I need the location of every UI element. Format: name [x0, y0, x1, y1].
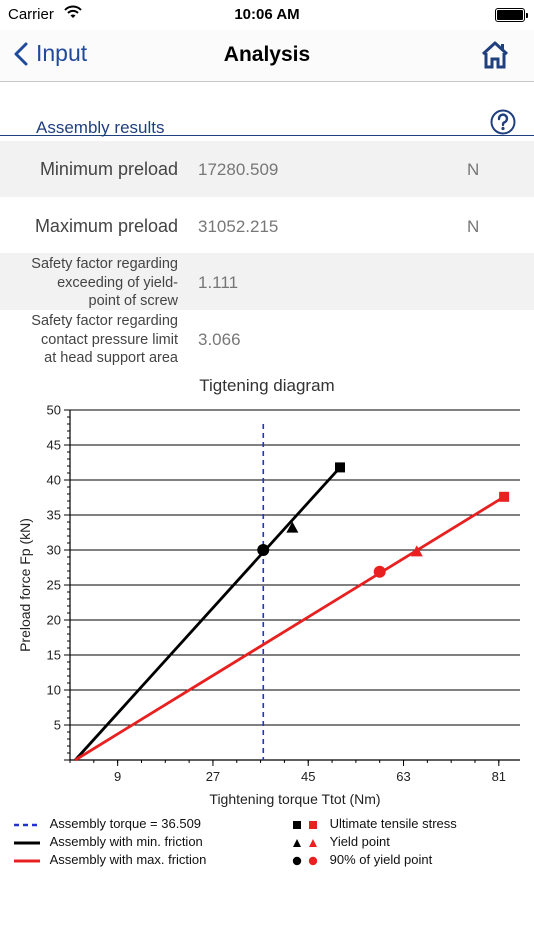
home-button[interactable]	[480, 41, 510, 74]
ultimate-tensile-marker	[499, 491, 510, 502]
back-button-label: Input	[36, 40, 88, 66]
x-tick-label: 63	[396, 769, 410, 784]
triangle-marker-swatch	[293, 838, 317, 847]
result-row-yield-safety: Safety factor regarding exceeding of yie…	[0, 253, 534, 310]
status-bar: Carrier 10:06 AM	[0, 0, 534, 30]
result-label-line: Safety factor regarding	[31, 313, 178, 329]
result-value: 3.066	[198, 330, 241, 349]
yield-90-marker	[257, 544, 270, 556]
legend-item-min-friction: Assembly with min. friction	[12, 833, 206, 851]
yield-point-marker	[410, 545, 423, 557]
legend-item-max-friction: Assembly with max. friction	[12, 851, 206, 869]
legend-item-assembly-torque: Assembly torque = 36.509	[12, 815, 206, 833]
series-line-min-friction	[74, 466, 342, 761]
result-label-line: exceeding of yield-	[57, 274, 178, 291]
x-tick-label: 27	[206, 769, 220, 784]
result-label: Safety factor regarding contact pressure…	[0, 312, 178, 368]
result-row-contact-safety: Safety factor regarding contact pressure…	[0, 310, 534, 367]
clock: 10:06 AM	[234, 6, 300, 23]
legend-label: Assembly torque = 36.509	[49, 816, 202, 831]
legend-left: Assembly torque = 36.509 Assembly with m…	[12, 815, 206, 869]
result-label-line: Safety factor regarding	[31, 256, 178, 272]
yield-90-marker	[373, 565, 386, 578]
battery-icon	[495, 8, 528, 22]
home-icon	[481, 41, 509, 69]
legend-item-ultimate: Ultimate tensile stress	[290, 815, 457, 833]
x-axis-label: Tightening torque Ttot (Nm)	[209, 791, 380, 807]
black-line-swatch	[14, 841, 40, 845]
legend-label: Assembly with min. friction	[49, 834, 203, 849]
y-tick-label: 10	[47, 683, 61, 698]
x-tick-label: 9	[114, 769, 121, 784]
legend-item-yield: Yield point	[290, 833, 457, 851]
ultimate-tensile-marker	[335, 462, 345, 473]
y-tick-label: 35	[47, 508, 61, 523]
y-tick-label: 45	[47, 438, 61, 453]
section-title: Assembly results	[36, 118, 165, 137]
legend-label: Yield point	[329, 834, 390, 849]
result-unit: N	[467, 217, 480, 236]
y-tick-label: 30	[47, 543, 61, 558]
result-row-max-preload: Maximum preload 31052.215 N	[0, 197, 534, 253]
circle-marker-swatch	[292, 856, 318, 865]
result-label-line: at head support area	[44, 350, 178, 366]
series-line-max-friction	[74, 495, 505, 762]
y-tick-label: 25	[47, 578, 61, 593]
red-line-swatch	[14, 859, 40, 863]
legend-label: 90% of yield point	[329, 852, 433, 867]
legend-label: Assembly with max. friction	[49, 852, 207, 867]
legend-label: Ultimate tensile stress	[329, 816, 457, 831]
square-marker-swatch	[293, 820, 317, 829]
result-label-line: point of screw	[88, 293, 178, 309]
yield-point-marker	[286, 521, 299, 533]
legend-item-yield-90: 90% of yield point	[290, 851, 457, 869]
carrier-label: Carrier	[8, 6, 54, 23]
section-header: Assembly results	[0, 108, 534, 137]
help-button[interactable]	[490, 109, 516, 140]
y-tick-label: 15	[47, 648, 61, 663]
result-value: 17280.509	[198, 160, 279, 179]
result-label: Maximum preload	[34, 216, 178, 236]
result-value: 1.111	[198, 273, 239, 292]
result-label: Minimum preload	[39, 159, 178, 179]
dashed-line-swatch	[14, 823, 40, 826]
y-axis-label: Preload force Fp (kN)	[17, 518, 33, 652]
x-tick-label: 45	[301, 769, 315, 784]
y-tick-label: 20	[47, 613, 61, 628]
result-value: 31052.215	[198, 217, 279, 236]
tightening-diagram: 5 10 15 20 25 30 35 40 45 50 9 27 45 63 81 Tightening t…	[17, 403, 520, 807]
wifi-icon	[64, 5, 82, 23]
result-row-min-preload: Minimum preload 17280.509 N	[0, 141, 534, 197]
x-tick-label: 81	[492, 769, 506, 784]
result-unit: N	[467, 160, 480, 179]
result-label-line: contact pressure limit	[41, 331, 178, 348]
result-label: Safety factor regarding exceeding of yie…	[0, 255, 178, 311]
help-icon	[490, 109, 516, 135]
legend-right: Ultimate tensile stress Yield point 90% …	[290, 815, 457, 869]
y-tick-label: 5	[54, 718, 61, 733]
chart-title: Tigtening diagram	[199, 376, 335, 395]
y-tick-label: 40	[47, 473, 61, 488]
y-tick-label: 50	[47, 403, 61, 418]
back-button[interactable]: Input	[14, 40, 87, 67]
navigation-bar: Input Analysis	[0, 30, 534, 82]
chevron-left-icon	[14, 42, 28, 65]
